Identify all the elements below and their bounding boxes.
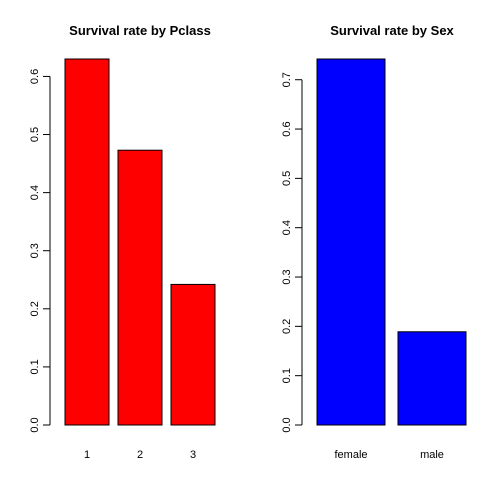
bar-2: [117, 149, 163, 426]
y-tick-label: 0.6: [281, 121, 293, 136]
y-tick-label: 0.3: [29, 243, 41, 258]
bar-1: [64, 58, 110, 426]
x-category-label: 2: [137, 449, 143, 461]
x-category-label: 1: [84, 449, 90, 461]
y-tick-label: 0.1: [29, 359, 41, 374]
y-tick-label: 0.3: [281, 269, 293, 284]
y-tick-label: 0.7: [281, 72, 293, 87]
bar-male: [397, 331, 467, 426]
chart-title: Survival rate by Sex: [330, 23, 454, 38]
sex-chart: Survival rate by Sex 0.0 0.1 0.2 0.3 0.4 0.5 0…: [281, 23, 467, 461]
bar-female: [316, 58, 386, 426]
y-tick-label: 0.5: [281, 171, 293, 186]
pclass-chart: Survival rate by Pclass 0.0 0.1 0.2 0.3 0.4 0…: [29, 23, 216, 461]
x-category-label: female: [334, 449, 367, 461]
chart-title: Survival rate by Pclass: [69, 23, 211, 38]
y-tick-label: 0.5: [29, 127, 41, 142]
y-tick-label: 0.6: [29, 69, 41, 84]
bar-3: [170, 283, 216, 426]
y-tick-label: 0.2: [281, 319, 293, 334]
y-tick-label: 0.0: [281, 417, 293, 432]
y-tick-label: 0.0: [29, 417, 41, 432]
y-tick-label: 0.1: [281, 368, 293, 383]
y-tick-label: 0.4: [281, 220, 293, 235]
x-category-label: male: [420, 449, 444, 461]
y-tick-label: 0.2: [29, 301, 41, 316]
x-category-label: 3: [190, 449, 196, 461]
y-tick-label: 0.4: [29, 185, 41, 200]
